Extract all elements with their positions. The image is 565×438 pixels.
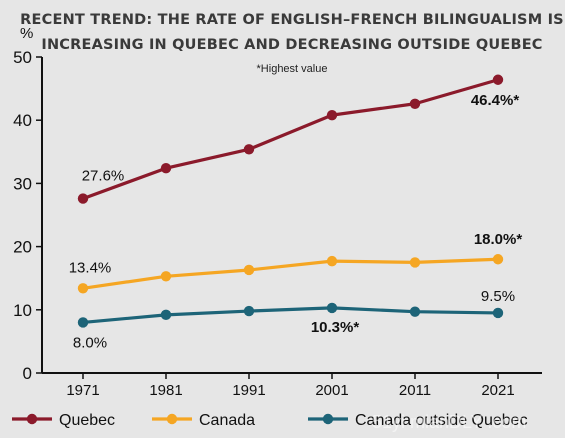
data-label: 18.0%* <box>474 231 523 248</box>
watermark: 51yi mianDLY .com <box>372 412 526 432</box>
series-0-point <box>326 109 338 121</box>
series-1-point <box>409 257 421 268</box>
data-label: 46.4%* <box>471 92 520 109</box>
series-layer <box>77 74 504 328</box>
series-2-point <box>409 306 421 317</box>
series-line-2 <box>82 306 499 325</box>
y-tick-label: 30 <box>13 174 32 193</box>
series-line-1 <box>82 257 499 290</box>
data-label: 27.6% <box>82 168 125 185</box>
axes: 0 10 20 30 40 50 1971 1981 1991 2001 2011 2021 <box>13 48 542 399</box>
data-labels-layer: 27.6% 46.4%* 13.4% 18.0%* 8.0% 10.3%* 9.5% <box>69 92 523 352</box>
legend-swatch-marker <box>322 413 334 425</box>
highest-value-note: *Highest value <box>257 63 328 75</box>
series-2-point <box>160 309 172 321</box>
x-tick-label: 1981 <box>149 382 182 399</box>
chart-title-line-1: RECENT TREND: THE RATE OF ENGLISH–FRENCH… <box>20 12 564 28</box>
y-tick-label: 0 <box>23 364 32 383</box>
series-1-point <box>326 255 338 267</box>
series-2-point <box>326 302 338 314</box>
legend-swatch-marker <box>26 413 38 425</box>
series-0-point <box>160 163 172 174</box>
legend-label: Canada <box>199 412 255 429</box>
x-tick-label: 2021 <box>481 382 514 399</box>
series-1-point <box>243 264 255 276</box>
series-0-point <box>409 98 421 109</box>
y-unit-label: % <box>20 25 33 42</box>
series-0-point <box>243 144 255 155</box>
x-tick-label: 1971 <box>66 382 99 399</box>
series-2-point <box>492 307 504 319</box>
legend-label: Quebec <box>59 412 115 429</box>
y-tick-label: 10 <box>13 301 32 320</box>
x-tick-label: 2011 <box>399 382 431 399</box>
chart-title-line-2: INCREASING IN QUEBEC AND DECREASING OUTS… <box>41 37 542 53</box>
y-tick-label: 50 <box>13 48 32 67</box>
data-label: 13.4% <box>69 259 112 276</box>
y-tick-label: 20 <box>13 238 32 257</box>
series-2-point <box>243 305 255 317</box>
y-tick-label: 40 <box>13 111 32 130</box>
data-label: 9.5% <box>481 288 515 305</box>
legend-label: Canada outside Quebec <box>355 412 528 429</box>
series-1-point <box>160 271 172 282</box>
series-0-point <box>492 74 504 85</box>
series-0-point <box>77 193 89 204</box>
legend: Quebec Canada Canada outside Quebec <box>12 412 528 429</box>
legend-swatch-marker <box>166 413 178 425</box>
data-label: 8.0% <box>73 334 107 351</box>
series-2-point <box>77 317 89 328</box>
series-line-0 <box>82 78 499 201</box>
x-tick-label: 1991 <box>232 382 265 399</box>
series-1-point <box>77 283 89 294</box>
x-tick-label: 2001 <box>315 382 348 399</box>
data-label: 10.3%* <box>311 319 360 336</box>
series-1-point <box>492 254 504 265</box>
